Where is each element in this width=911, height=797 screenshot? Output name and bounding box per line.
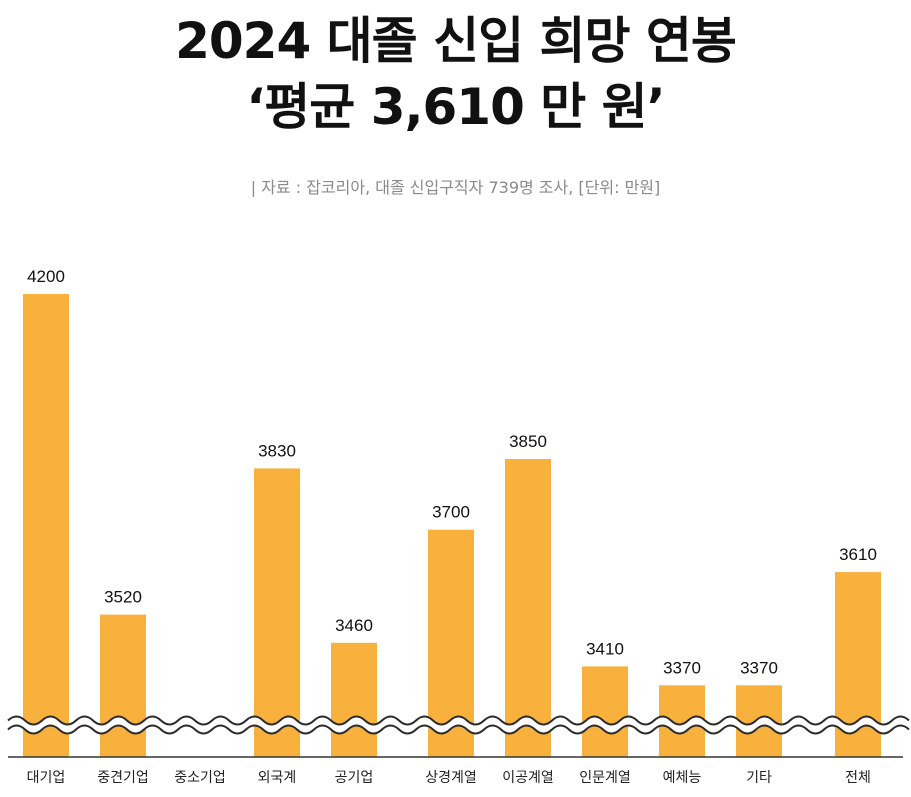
bar-value-label: 3610 (839, 545, 877, 564)
bar-4 (254, 468, 300, 757)
category-label: 인문계열 (579, 770, 631, 786)
category-label: 공기업 (335, 770, 374, 786)
axis-break-band (4, 716, 911, 734)
bar-value-label: 3700 (432, 503, 470, 522)
source-note: | 자료 : 잡코리아, 대졸 신입구직자 739명 조사, [단위: 만원] (250, 178, 661, 197)
axis-break (4, 715, 911, 735)
bar-value-label: 3850 (509, 432, 547, 451)
axis-break-line-2 (7, 724, 910, 735)
axis-break-line-1 (7, 715, 910, 726)
bar-value-label: 3460 (335, 616, 373, 635)
bar-7 (505, 459, 551, 757)
bars-layer (23, 294, 881, 757)
bar-value-label: 3410 (586, 639, 624, 658)
category-label: 중견기업 (97, 770, 149, 786)
bar-value-label: 3830 (258, 441, 296, 460)
category-label: 전체 (845, 770, 871, 786)
bar-value-label: 4200 (27, 267, 65, 286)
bar-value-label: 3370 (663, 658, 701, 677)
category-label: 중소기업 (174, 770, 226, 786)
bar-value-label: 3520 (104, 588, 142, 607)
category-label: 외국계 (258, 770, 297, 786)
chart-title: 2024 대졸 신입 희망 연봉 ‘평균 3,610 만 원’ (0, 8, 911, 140)
bar-value-label: 3370 (740, 658, 778, 677)
category-label: 예체능 (663, 770, 702, 786)
bar-5 (331, 642, 377, 757)
bar-1 (23, 294, 69, 757)
title-line-2: ‘평균 3,610 만 원’ (246, 78, 665, 136)
bar-2 (100, 614, 146, 757)
labels-layer: 4200대기업3520중견기업3070중소기업3830외국계3460공기업370… (27, 267, 877, 786)
category-label: 상경계열 (425, 770, 477, 786)
category-label: 기타 (746, 770, 772, 786)
title-line-1: 2024 대졸 신입 희망 연봉 (175, 12, 737, 70)
category-label: 이공계열 (502, 770, 554, 786)
category-label: 대기업 (27, 770, 66, 786)
bar-8 (582, 666, 628, 757)
